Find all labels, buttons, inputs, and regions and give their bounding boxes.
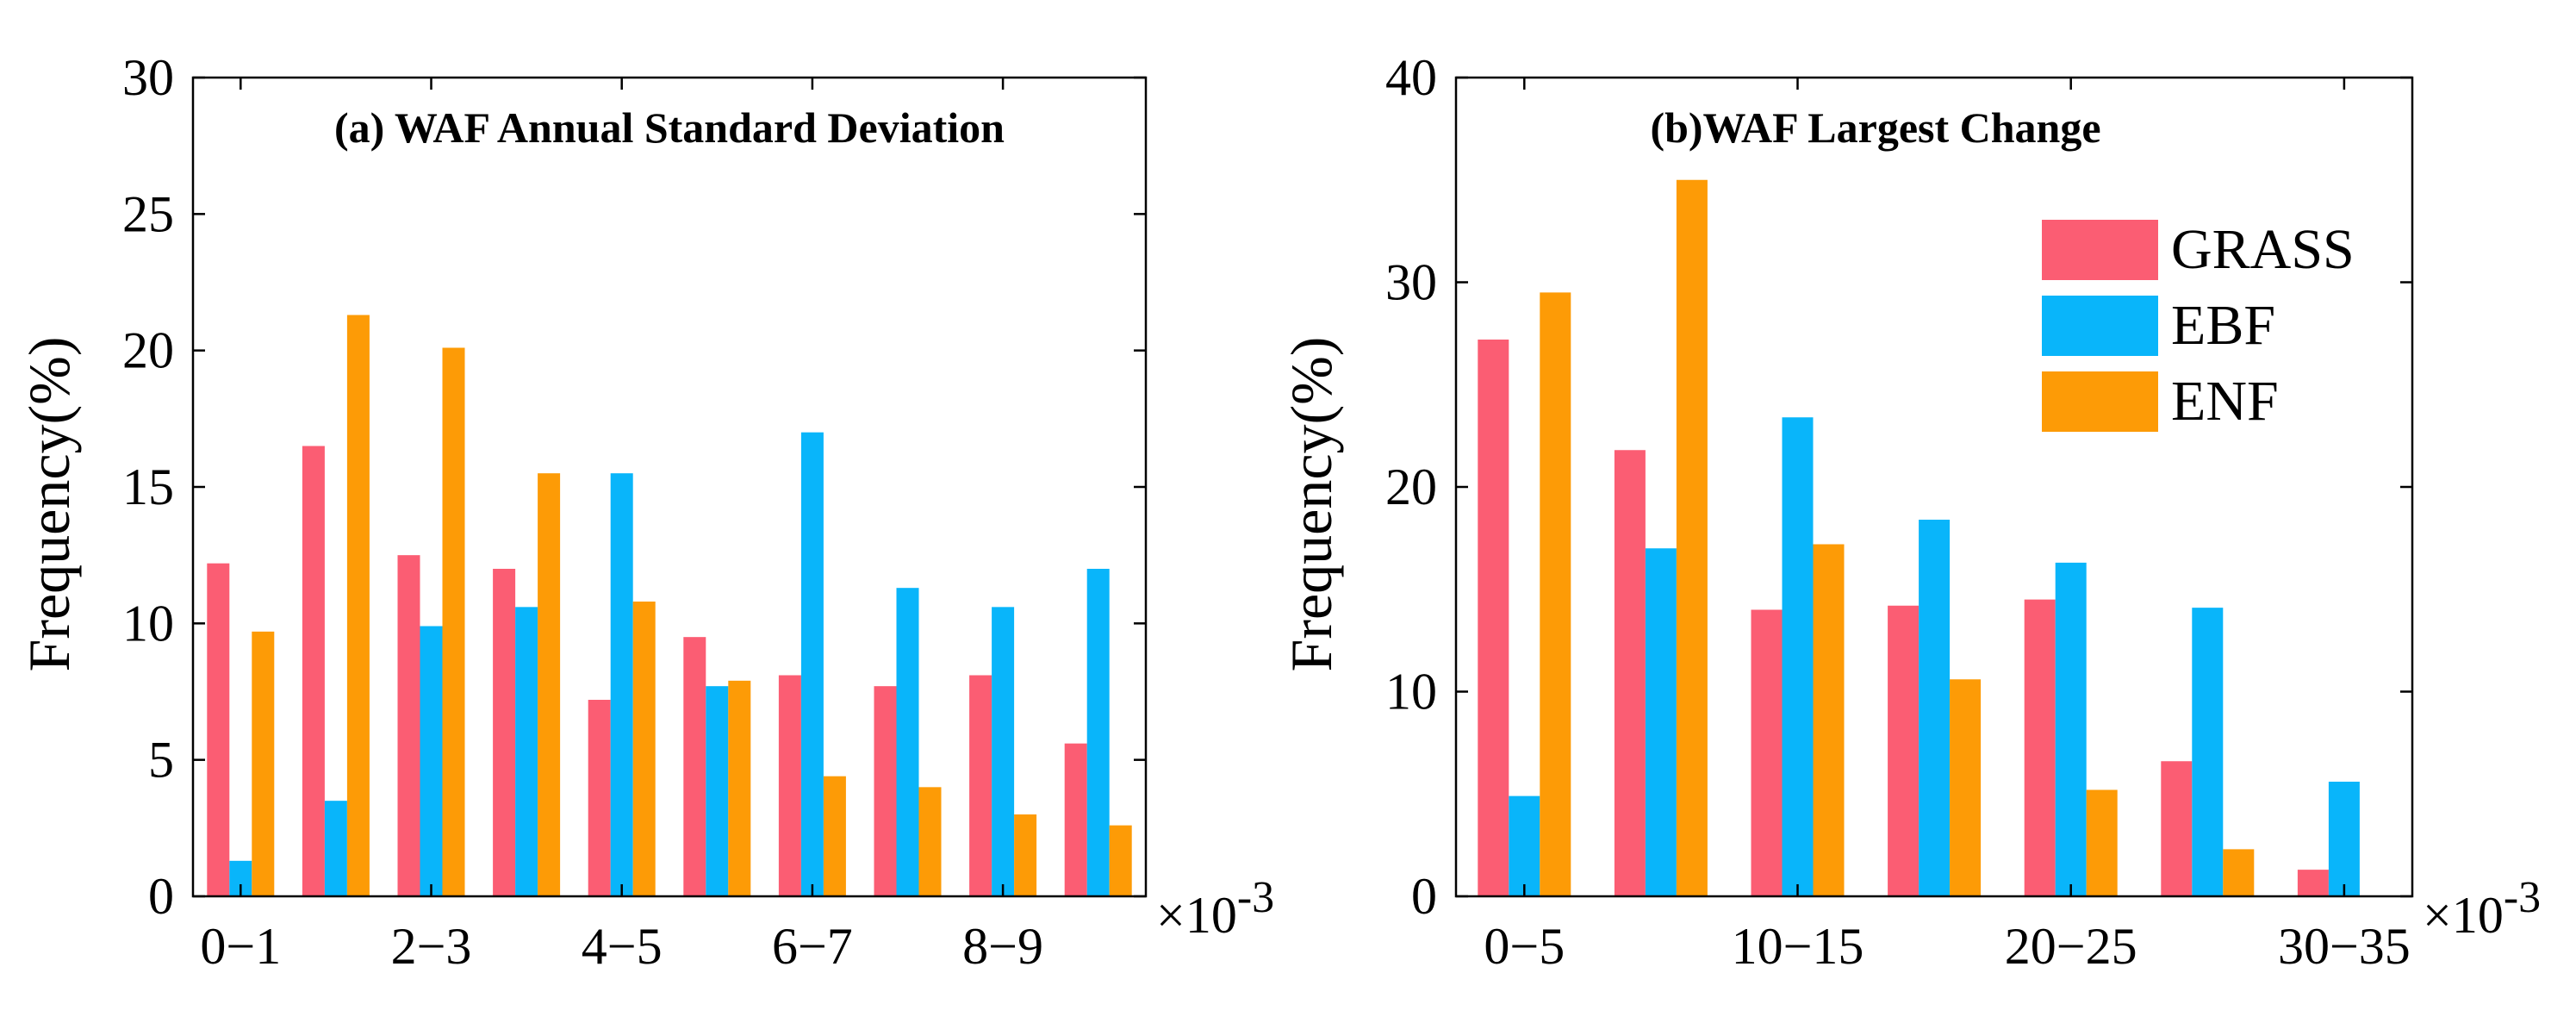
bar-grass-1 (207, 563, 230, 896)
x-multiplier-base: ×10 (1156, 887, 1237, 944)
x-tick-label: 4−5 (582, 918, 663, 975)
bar-ebf-1 (1509, 795, 1540, 896)
bar-ebf-2 (324, 801, 347, 896)
y-axis-label: Frequency(%) (1279, 337, 1344, 672)
bar-enf-3 (442, 347, 465, 896)
bar-grass-6 (2161, 761, 2193, 896)
bar-enf-5 (2086, 789, 2118, 896)
bar-grass-8 (874, 686, 897, 896)
bar-grass-10 (1064, 743, 1087, 896)
y-tick-label: 0 (148, 868, 174, 925)
bar-ebf-6 (706, 686, 729, 896)
bar-enf-3 (1813, 544, 1845, 896)
bar-grass-2 (302, 446, 325, 896)
bar-grass-3 (397, 555, 420, 896)
y-tick-label: 5 (148, 732, 174, 789)
bar-grass-5 (588, 700, 611, 896)
x-tick-label: 2−3 (391, 918, 472, 975)
x-tick-label: 10−15 (1732, 918, 1864, 975)
chart-panel-b: 0 10 20 30 40 0−5 10−15 20−25 30−35×10-3 (b)WAF L… (1279, 49, 2541, 975)
legend-swatch-grass (2042, 220, 2158, 280)
y-tick-label: 0 (1411, 868, 1437, 925)
bar-enf-7 (823, 776, 846, 896)
legend-label-enf: ENF (2171, 370, 2279, 433)
bar-grass-1 (1478, 340, 1509, 896)
y-tick-label: 30 (1385, 254, 1437, 311)
bar-grass-9 (969, 675, 992, 896)
bar-grass-4 (493, 569, 516, 896)
x-multiplier-label: ×10-3 (2423, 873, 2541, 944)
bar-enf-10 (1109, 825, 1132, 896)
bar-enf-2 (346, 315, 370, 896)
chart-panel-a: 0 5 10 15 20 25 30 0−1 2−3 4−5 6−7 8−9 ×10-3 (a) WAF … (16, 49, 1274, 975)
bar-ebf-5 (610, 473, 633, 896)
x-multiplier-base: ×10 (2423, 887, 2504, 944)
y-tick-label: 10 (122, 595, 174, 652)
y-tick-label: 15 (122, 458, 174, 515)
x-tick-label: 0−5 (1484, 918, 1565, 975)
bar-enf-6 (2223, 849, 2255, 896)
bar-grass-6 (683, 637, 706, 896)
y-axis-label: Frequency(%) (16, 337, 82, 672)
bar-grass-5 (2024, 599, 2056, 896)
bar-ebf-3 (1782, 417, 1814, 896)
bar-ebf-2 (1645, 548, 1677, 896)
x-multiplier-exponent: -3 (2504, 873, 2541, 922)
x-tick-label: 30−35 (2278, 918, 2411, 975)
bar-ebf-8 (896, 588, 919, 896)
bar-grass-3 (1751, 609, 1783, 896)
x-tick-label: 0−1 (200, 918, 281, 975)
chart-title: (a) WAF Annual Standard Deviation (334, 103, 1005, 152)
bar-enf-6 (728, 680, 751, 896)
legend: GRASS EBF ENF (2042, 218, 2355, 433)
bar-grass-4 (1888, 605, 1920, 896)
x-multiplier-label: ×10-3 (1156, 873, 1274, 944)
y-tick-label: 20 (1385, 458, 1437, 515)
bar-ebf-3 (420, 626, 443, 896)
y-tick-label: 40 (1385, 49, 1437, 106)
y-tick-label: 20 (122, 322, 174, 379)
legend-swatch-enf (2042, 371, 2158, 432)
bar-grass-7 (2297, 870, 2329, 896)
bar-enf-5 (632, 602, 656, 896)
bar-ebf-6 (2192, 608, 2224, 896)
y-tick-label: 25 (122, 185, 174, 242)
bar-grass-7 (778, 675, 801, 896)
y-tick-label: 10 (1385, 664, 1437, 720)
legend-label-ebf: EBF (2171, 294, 2275, 357)
chart-title: (b)WAF Largest Change (1650, 103, 2100, 152)
bar-enf-8 (918, 787, 942, 896)
x-tick-label: 8−9 (962, 918, 1043, 975)
bar-enf-1 (1540, 292, 1571, 896)
bar-ebf-7 (800, 432, 824, 897)
legend-swatch-ebf (2042, 296, 2158, 356)
x-tick-label: 6−7 (772, 918, 853, 975)
bar-enf-9 (1014, 814, 1037, 896)
legend-label-grass: GRASS (2171, 218, 2355, 281)
bar-ebf-10 (1086, 569, 1110, 896)
bar-enf-4 (1950, 679, 1982, 896)
bar-ebf-7 (2328, 782, 2360, 896)
bar-ebf-9 (992, 607, 1015, 896)
bar-ebf-5 (2055, 562, 2087, 896)
bar-ebf-4 (1919, 520, 1951, 896)
bar-enf-4 (538, 473, 561, 896)
bar-grass-2 (1614, 450, 1646, 896)
x-tick-label: 20−25 (2005, 918, 2137, 975)
bar-ebf-4 (515, 607, 538, 896)
x-multiplier-exponent: -3 (1237, 873, 1274, 922)
bar-enf-2 (1676, 179, 1708, 896)
bar-enf-1 (252, 631, 275, 896)
y-tick-label: 30 (122, 49, 174, 106)
